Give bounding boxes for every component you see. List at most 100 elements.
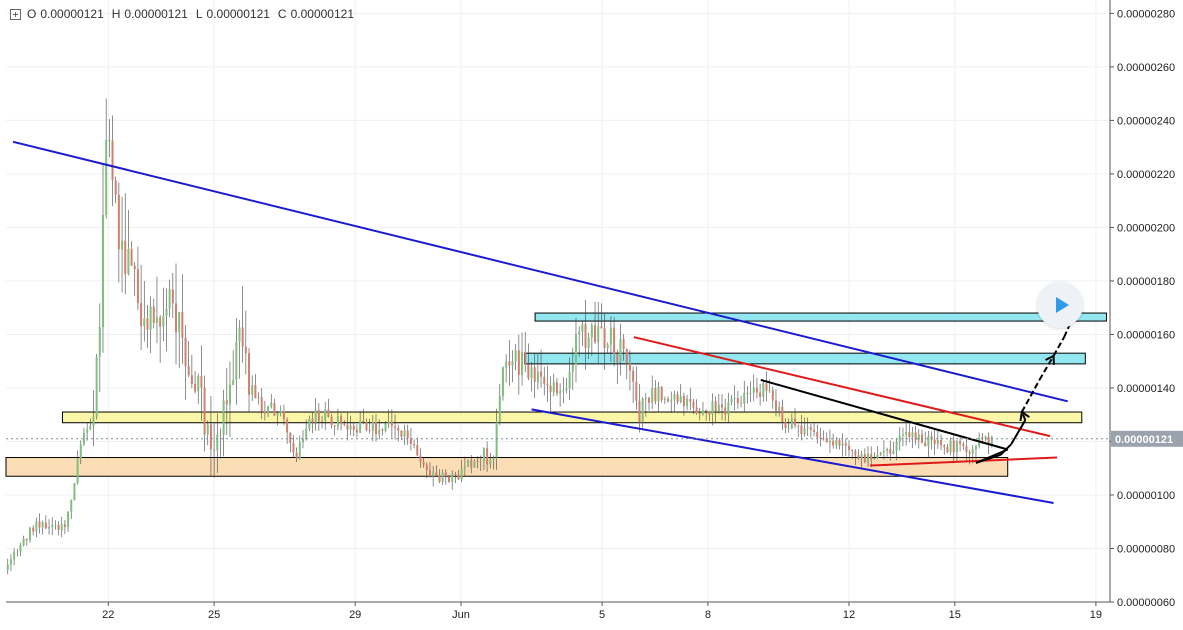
candle-body — [648, 397, 651, 403]
candle-body — [327, 409, 330, 417]
candle-body — [863, 454, 866, 463]
candle-body — [349, 425, 352, 430]
candle-body — [546, 383, 549, 386]
candle-body — [155, 317, 158, 323]
candle-body — [886, 448, 889, 452]
candle-body — [403, 430, 406, 437]
candle-body — [28, 527, 31, 541]
candle-body — [482, 448, 485, 462]
candle-body — [133, 265, 136, 270]
candle-body — [587, 337, 590, 348]
candle-body — [746, 392, 749, 394]
blue-trendline[interactable] — [12, 140, 1068, 403]
candle-body — [44, 522, 47, 529]
candle-body — [57, 525, 60, 531]
ohlc-legend: O 0.00000121 H 0.00000121 L 0.00000121 C… — [10, 5, 362, 23]
arrow-segment — [975, 453, 1001, 464]
blue-trendline[interactable] — [531, 408, 1054, 504]
candle-body — [578, 331, 581, 335]
candle-body — [336, 416, 339, 427]
red-trendline[interactable] — [633, 336, 1051, 438]
candle-body — [743, 392, 746, 404]
open-value: 0.00000121 — [40, 7, 104, 21]
candle-body — [371, 421, 374, 431]
candle-body — [165, 308, 168, 316]
candle-body — [76, 458, 79, 484]
last-price-label: 0.00000121 — [1115, 434, 1173, 446]
candle-body — [457, 474, 460, 480]
candle-body — [895, 441, 898, 451]
candle-body — [822, 438, 825, 440]
candle-body — [819, 437, 822, 439]
candle-body — [816, 432, 819, 438]
candle-body — [92, 416, 95, 426]
candle-body — [838, 439, 841, 446]
candle-body — [530, 367, 533, 379]
x-tick-label: 19 — [1090, 609, 1102, 621]
arrow-segment — [1020, 379, 1041, 413]
candle-body — [828, 440, 831, 443]
candle-body — [355, 429, 358, 433]
candle-body — [136, 269, 139, 304]
candle-body — [378, 429, 381, 434]
candle-body — [127, 248, 130, 274]
candle-body — [346, 424, 349, 430]
y-tick-label: 0.00000200 — [1117, 222, 1175, 234]
candle-body — [759, 392, 762, 397]
candle-body — [305, 428, 308, 439]
candle-body — [514, 350, 517, 362]
candle-body — [654, 388, 657, 402]
plus-square-icon[interactable] — [10, 8, 21, 20]
candle-body — [101, 214, 104, 328]
candle-body — [16, 551, 19, 553]
cyan-zone — [523, 352, 1086, 365]
candle-body — [632, 370, 635, 382]
candle-body — [311, 418, 314, 423]
candle-body — [930, 436, 933, 440]
arrow-segment — [1010, 419, 1027, 445]
candle-body — [270, 402, 273, 407]
close-label: C — [277, 7, 287, 21]
candle-body — [301, 438, 304, 443]
y-tick-label: 0.00000260 — [1117, 62, 1175, 74]
candle-body — [22, 538, 25, 546]
candle-body — [98, 327, 101, 357]
candle-body — [390, 421, 393, 427]
candle-body — [473, 460, 476, 468]
candle-body — [873, 457, 876, 460]
candle-body — [454, 474, 457, 475]
candle-body — [565, 388, 568, 391]
candle-body — [251, 385, 254, 395]
candle-body — [60, 524, 63, 531]
candle-body — [790, 418, 793, 429]
candle-body — [286, 419, 289, 433]
candle-body — [644, 397, 647, 399]
candle-body — [384, 423, 387, 431]
candle-body — [422, 461, 425, 465]
red-trendline[interactable] — [870, 456, 1058, 467]
x-tick-label: Jun — [452, 609, 470, 621]
candle-body — [368, 430, 371, 432]
play-button[interactable] — [1037, 282, 1083, 328]
candle-body — [955, 441, 958, 453]
candle-body — [679, 395, 682, 402]
candle-body — [959, 441, 962, 445]
candle-body — [854, 451, 857, 456]
candle-body — [381, 429, 384, 431]
candle-body — [590, 325, 593, 338]
candle-body — [489, 459, 492, 465]
candle-body — [13, 551, 16, 560]
candle-body — [276, 412, 279, 416]
candle-body — [797, 425, 800, 427]
candle-body — [924, 442, 927, 447]
candle-body — [676, 394, 679, 402]
candle-body — [89, 425, 92, 430]
black-trendline[interactable] — [760, 378, 1008, 451]
candle-body — [181, 312, 184, 338]
candle-body — [187, 366, 190, 376]
candle-body — [435, 472, 438, 476]
candle-body — [936, 440, 939, 445]
candle-body — [721, 404, 724, 408]
